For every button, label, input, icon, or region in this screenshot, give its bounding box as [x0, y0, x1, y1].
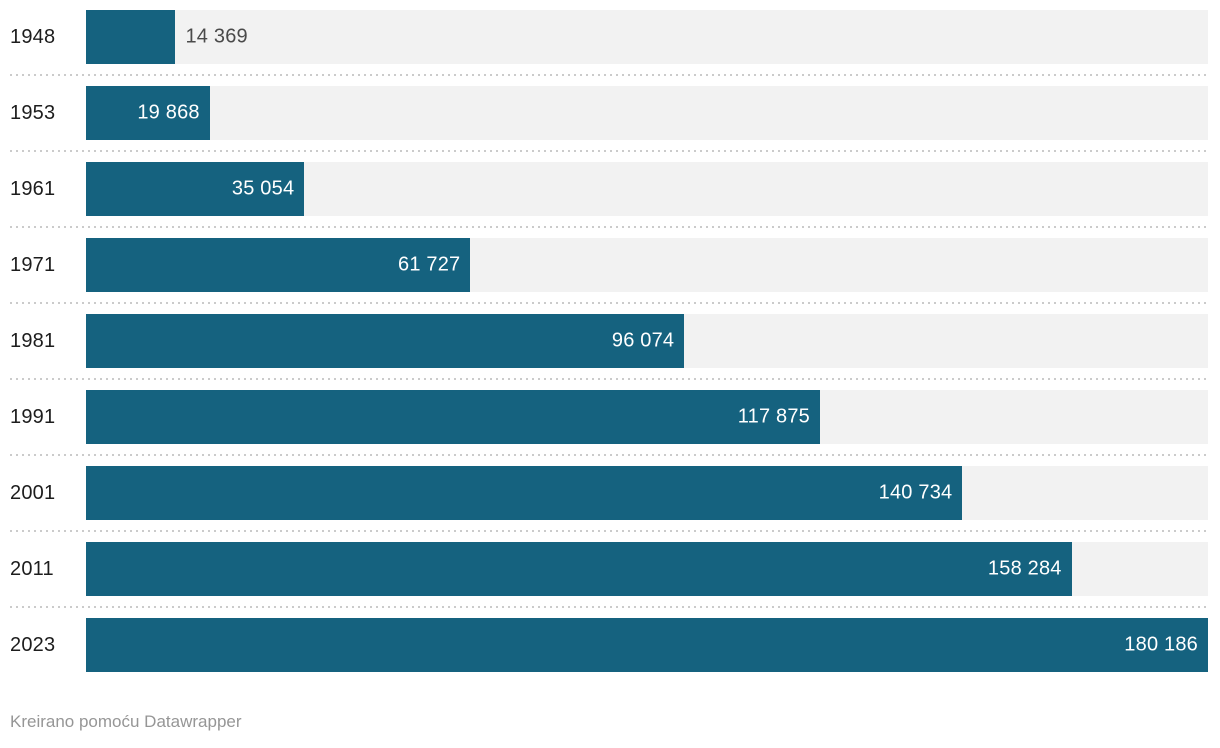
bar: [86, 86, 210, 140]
dotted-gridline: [10, 530, 1209, 532]
bar-track: 35 054: [86, 162, 1208, 216]
dotted-gridline: [10, 74, 1209, 76]
value-label: 35 054: [231, 177, 295, 200]
bar: [86, 542, 1072, 596]
row-separator: [0, 64, 1220, 86]
bar: [86, 10, 176, 64]
year-label: 2023: [10, 633, 56, 656]
bar-row: 1991 117 875: [0, 390, 1220, 444]
bar-track: 158 284: [86, 542, 1208, 596]
bar-row: 2011 158 284: [0, 542, 1220, 596]
bar-row: 1953 19 868: [0, 86, 1220, 140]
year-label: 1948: [10, 25, 56, 48]
bar-track: 180 186: [86, 618, 1208, 672]
year-label: 1971: [10, 253, 56, 276]
bar-row: 1948 14 369: [0, 10, 1220, 64]
year-label: 1991: [10, 405, 56, 428]
bar-chart: 1948 14 369 1953 19 868 1961 35 054 1971…: [0, 10, 1220, 672]
value-label: 140 734: [878, 481, 953, 504]
bar: [86, 466, 963, 520]
row-separator: [0, 292, 1220, 314]
year-label: 1953: [10, 101, 56, 124]
row-separator: [0, 520, 1220, 542]
value-label: 19 868: [137, 101, 200, 124]
value-label: 61 727: [398, 253, 461, 276]
year-label: 2001: [10, 481, 56, 504]
year-label: 2011: [10, 557, 54, 580]
dotted-gridline: [10, 454, 1209, 456]
bar-row: 1971 61 727: [0, 238, 1220, 292]
dotted-gridline: [10, 378, 1209, 380]
value-label: 180 186: [1124, 633, 1198, 656]
bar-row: 2023 180 186: [0, 618, 1220, 672]
year-label: 1961: [10, 177, 56, 200]
bar-row: 2001 140 734: [0, 466, 1220, 520]
datawrapper-attribution: Kreirano pomoću Datawrapper: [10, 712, 242, 731]
row-separator: [0, 368, 1220, 390]
year-label: 1981: [10, 329, 56, 352]
dotted-gridline: [10, 606, 1209, 608]
bar-track: 140 734: [86, 466, 1208, 520]
dotted-gridline: [10, 226, 1209, 228]
dotted-gridline: [10, 302, 1209, 304]
bar: [86, 314, 685, 368]
bar: [86, 390, 820, 444]
bar-track: 19 868: [86, 86, 1208, 140]
row-separator: [0, 596, 1220, 618]
value-label: 14 369: [185, 25, 248, 48]
value-label: 158 284: [987, 557, 1062, 580]
row-separator: [0, 216, 1220, 238]
row-separator: [0, 140, 1220, 162]
row-separator: [0, 444, 1220, 466]
bar: [86, 162, 305, 216]
bar-track: 61 727: [86, 238, 1208, 292]
bar-track: 117 875: [86, 390, 1208, 444]
bar: [86, 618, 1208, 672]
dotted-gridline: [10, 150, 1209, 152]
bar-row: 1961 35 054: [0, 162, 1220, 216]
value-label: 96 074: [611, 329, 675, 352]
value-label: 117 875: [737, 405, 810, 428]
bar-row: 1981 96 074: [0, 314, 1220, 368]
bar-track: 14 369: [86, 10, 1208, 64]
bar-track: 96 074: [86, 314, 1208, 368]
bar: [86, 238, 471, 292]
